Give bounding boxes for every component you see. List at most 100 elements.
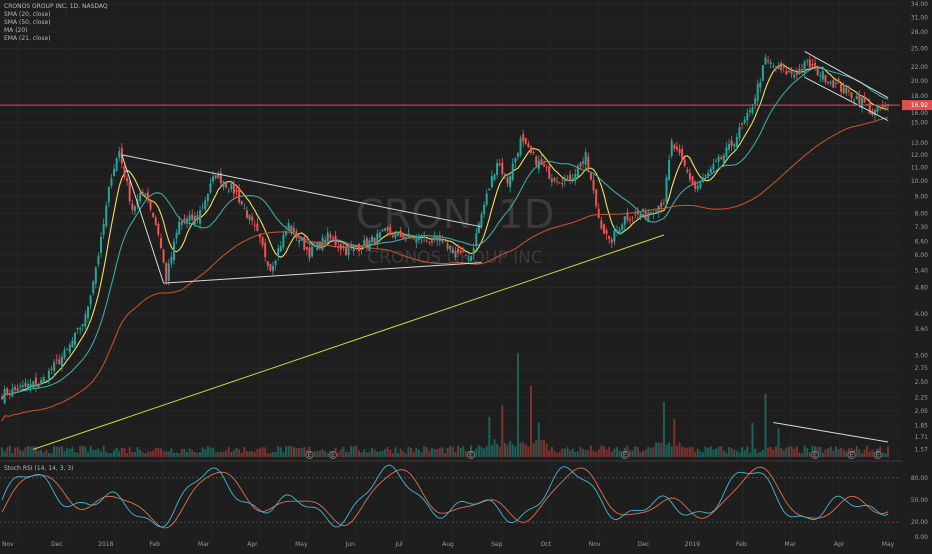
candle-body	[834, 82, 837, 84]
candle-body	[412, 238, 415, 240]
volume-bar	[102, 445, 105, 457]
volume-bar	[821, 452, 824, 457]
candle-body	[681, 148, 684, 160]
candle-body	[477, 224, 480, 233]
volume-bar	[673, 419, 676, 457]
candle-body	[516, 153, 519, 157]
candle-body	[535, 156, 538, 166]
candle-body	[1, 397, 3, 400]
volume-bar	[391, 453, 394, 457]
candle-body	[146, 192, 149, 200]
volume-bar	[686, 448, 689, 457]
volume-bar	[378, 451, 381, 457]
candle-body	[701, 177, 704, 183]
volume-bar	[615, 446, 618, 457]
volume-bar	[397, 452, 400, 457]
volume-bar	[8, 445, 11, 457]
candle-body	[97, 256, 100, 265]
price-tick-label: 10.00	[911, 178, 928, 185]
candle-body	[610, 239, 613, 243]
candle-body	[347, 246, 350, 256]
volume-bar	[597, 449, 600, 457]
candle-body	[326, 232, 329, 241]
volume-bar	[324, 451, 327, 457]
candle-body	[334, 235, 337, 246]
volume-bar	[477, 445, 480, 457]
candle-body	[292, 227, 295, 233]
candle-body	[115, 158, 118, 172]
candle-body	[227, 190, 230, 192]
legend-sma20: SMA (20, close)	[4, 11, 51, 18]
volume-bar	[649, 448, 652, 457]
candle-body	[360, 249, 363, 251]
volume-bar	[188, 448, 191, 457]
volume-bar	[32, 446, 35, 457]
volume-bar	[571, 448, 574, 457]
volume-bar	[610, 451, 613, 457]
volume-bar	[384, 449, 387, 457]
volume-bar	[683, 447, 686, 457]
volume-bar	[819, 446, 822, 457]
candle-body	[602, 224, 605, 234]
volume-bar	[772, 449, 775, 457]
sma50-line	[1, 67, 889, 400]
price-tick-label: 25.00	[911, 46, 928, 53]
earnings-marker-label: E	[850, 452, 854, 459]
candle-body	[501, 162, 504, 175]
volume-bar	[675, 445, 678, 457]
volume-bar	[629, 450, 632, 457]
volume-bar	[569, 450, 572, 457]
volume-bar	[300, 448, 303, 457]
candle-body	[45, 380, 48, 382]
volume-bar	[576, 451, 579, 457]
volume-bar	[342, 446, 345, 457]
price-axis-bg	[902, 0, 932, 550]
volume-bar	[79, 445, 82, 457]
candle-body	[566, 176, 569, 178]
candle-body	[662, 203, 665, 205]
candle-body	[352, 245, 355, 252]
volume-bar	[785, 447, 788, 457]
volume-bar	[279, 447, 282, 457]
candle-body	[821, 71, 824, 80]
volume-bar	[133, 452, 136, 457]
candle-body	[743, 119, 746, 124]
candle-body	[772, 66, 775, 67]
volume-bar	[644, 449, 647, 457]
volume-bar	[509, 440, 512, 457]
candle-body	[652, 213, 655, 215]
volume-bar	[110, 453, 113, 457]
candle-body	[394, 232, 397, 238]
volume-bar	[464, 451, 467, 457]
volume-bar	[759, 451, 762, 457]
volume-bar	[16, 446, 19, 457]
volume-bar	[159, 448, 162, 457]
x-tick-label: Dec	[51, 541, 63, 548]
candle-body	[634, 213, 637, 215]
volume-bar	[717, 446, 720, 457]
volume-bar	[410, 447, 413, 457]
volume-bar	[642, 450, 645, 457]
stoch-tick-label: 20.00	[911, 519, 928, 526]
volume-bar	[412, 451, 415, 457]
candle-body	[186, 218, 189, 224]
candle-body	[365, 238, 368, 248]
candle-body	[378, 232, 381, 238]
volume-bar	[446, 447, 449, 457]
volume-bar	[496, 443, 499, 457]
candle-body	[212, 176, 215, 182]
volume-bar	[3, 451, 6, 457]
channel-bottom-line	[804, 76, 889, 122]
volume-bar	[837, 449, 840, 457]
volume-bar	[248, 451, 251, 457]
volume-bar	[86, 452, 89, 457]
candle-body	[579, 162, 582, 167]
x-tick-label: Feb	[736, 541, 747, 548]
candle-body	[873, 109, 876, 116]
volume-bar	[253, 451, 256, 457]
candle-body	[793, 74, 796, 78]
volume-bar	[462, 446, 465, 457]
volume-bar	[76, 452, 79, 457]
